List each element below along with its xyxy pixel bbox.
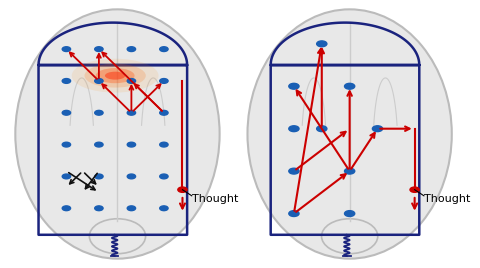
Circle shape	[62, 110, 71, 115]
Circle shape	[317, 41, 327, 47]
Ellipse shape	[15, 9, 220, 259]
Circle shape	[160, 110, 168, 115]
Circle shape	[345, 211, 355, 217]
Circle shape	[345, 83, 355, 89]
Circle shape	[95, 79, 103, 83]
Ellipse shape	[84, 64, 146, 88]
Circle shape	[95, 142, 103, 147]
Circle shape	[160, 174, 168, 179]
Ellipse shape	[96, 68, 134, 83]
Circle shape	[62, 142, 71, 147]
Circle shape	[160, 79, 168, 83]
Text: Thought: Thought	[192, 194, 238, 204]
Circle shape	[62, 174, 71, 179]
Circle shape	[289, 211, 299, 217]
Ellipse shape	[248, 9, 452, 259]
Circle shape	[178, 187, 187, 192]
Circle shape	[95, 206, 103, 211]
Circle shape	[127, 47, 135, 51]
Circle shape	[62, 79, 71, 83]
Circle shape	[62, 206, 71, 211]
Circle shape	[95, 174, 103, 179]
Circle shape	[372, 126, 383, 132]
Ellipse shape	[89, 219, 145, 254]
Circle shape	[160, 142, 168, 147]
Circle shape	[410, 187, 420, 192]
Circle shape	[95, 110, 103, 115]
Circle shape	[127, 79, 135, 83]
Circle shape	[289, 83, 299, 89]
Circle shape	[289, 126, 299, 132]
Circle shape	[127, 174, 135, 179]
Circle shape	[345, 168, 355, 174]
Circle shape	[289, 168, 299, 174]
Ellipse shape	[72, 59, 158, 92]
Circle shape	[95, 47, 103, 51]
Ellipse shape	[105, 72, 125, 80]
Circle shape	[317, 126, 327, 132]
Circle shape	[127, 206, 135, 211]
Circle shape	[127, 142, 135, 147]
Ellipse shape	[322, 219, 378, 254]
Circle shape	[62, 47, 71, 51]
Circle shape	[127, 110, 135, 115]
Text: Thought: Thought	[424, 194, 470, 204]
Circle shape	[160, 47, 168, 51]
Circle shape	[160, 206, 168, 211]
